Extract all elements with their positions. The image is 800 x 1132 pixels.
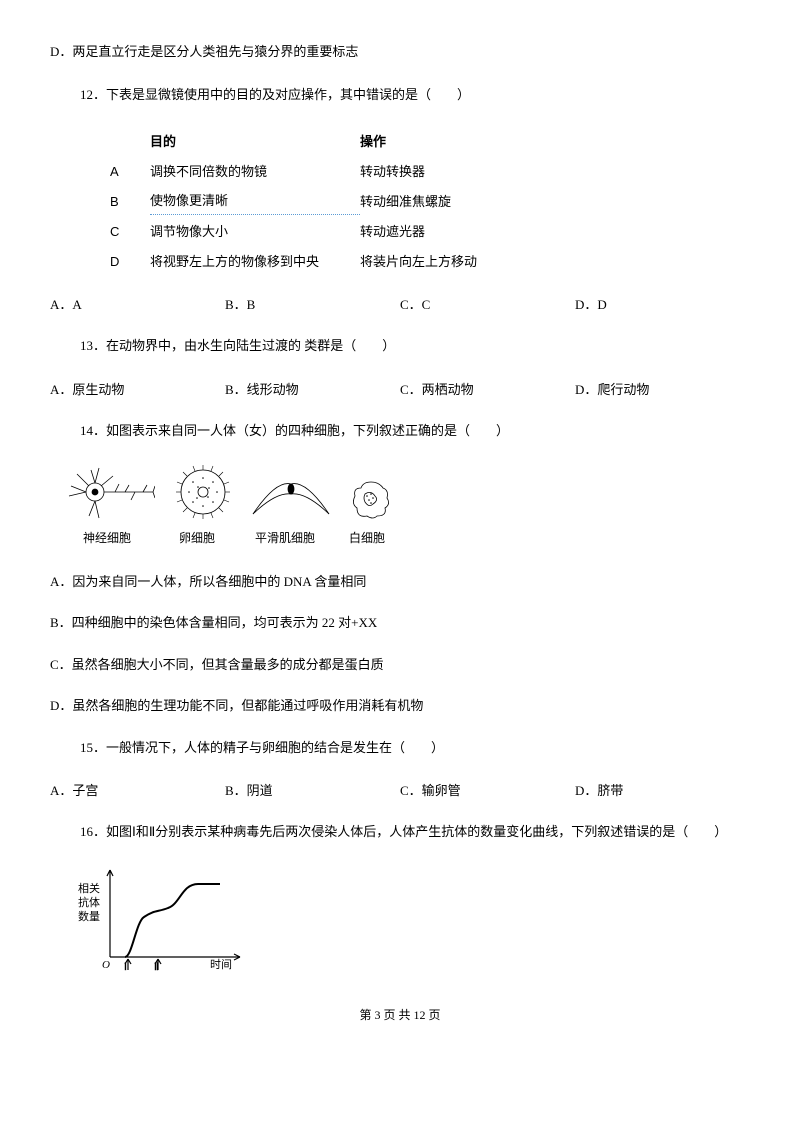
q13-options: A．原生动物 B．线形动物 C．两栖动物 D．爬行动物 — [50, 378, 750, 401]
row-purpose: 调换不同倍数的物镜 — [150, 160, 360, 183]
white-blood-cell-icon — [349, 478, 393, 522]
row-key: B — [110, 190, 150, 213]
q13-opt-c: C．两栖动物 — [400, 378, 575, 401]
label-wbc: 白细胞 — [345, 528, 389, 550]
q13-opt-b: B．线形动物 — [225, 378, 400, 401]
prev-option-d: D．两足直立行走是区分人类祖先与猿分界的重要标志 — [50, 40, 750, 63]
q12-row-a: A 调换不同倍数的物镜 转动转换器 — [110, 157, 750, 187]
label-neuron: 神经细胞 — [65, 528, 149, 550]
q15-opt-b: B．阴道 — [225, 779, 400, 802]
graph-origin: O — [102, 959, 110, 971]
q12-opt-d: D．D — [575, 293, 750, 316]
header-operation: 操作 — [360, 130, 560, 153]
q16-stem: 16．如图Ⅰ和Ⅱ分别表示某种病毒先后两次侵染人体后，人体产生抗体的数量变化曲线，… — [50, 820, 750, 843]
row-key: A — [110, 160, 150, 183]
q13-opt-a: A．原生动物 — [50, 378, 225, 401]
graph-marker-2: Ⅱ — [154, 962, 159, 972]
q13-opt-d: D．爬行动物 — [575, 378, 750, 401]
egg-cell-icon — [173, 462, 233, 522]
graph-ylabel-1: 相关 — [78, 881, 100, 895]
q14-stem: 14．如图表示来自同一人体（女）的四种细胞，下列叙述正确的是（ ） — [50, 419, 750, 442]
q16-graph: 相关 抗体 数量 O Ⅰ Ⅱ 时间 — [50, 862, 750, 979]
q14-opt-a: A．因为来自同一人体，所以各细胞中的 DNA 含量相同 — [50, 570, 750, 593]
q14-labels: 神经细胞 卵细胞 平滑肌细胞 白细胞 — [50, 528, 750, 550]
q14-opt-c: C．虽然各细胞大小不同，但其含量最多的成分都是蛋白质 — [50, 653, 750, 676]
smooth-muscle-cell-icon — [251, 472, 331, 522]
q12-opt-a: A．A — [50, 293, 225, 316]
q13-stem: 13．在动物界中，由水生向陆生过渡的 类群是（ ） — [50, 334, 750, 357]
q15-options: A．子宫 B．阴道 C．输卵管 D．脐带 — [50, 779, 750, 802]
row-purpose: 使物像更清晰 — [150, 189, 360, 215]
q12-options: A．A B．B C．C D．D — [50, 293, 750, 316]
q12-stem: 12．下表是显微镜使用中的目的及对应操作，其中错误的是（ ） — [50, 83, 750, 106]
q12-opt-c: C．C — [400, 293, 575, 316]
q14-opt-d: D．虽然各细胞的生理功能不同，但都能通过呼吸作用消耗有机物 — [50, 694, 750, 717]
q12-row-d: D 将视野左上方的物像移到中央 将装片向左上方移动 — [110, 247, 750, 277]
q12-row-c: C 调节物像大小 转动遮光器 — [110, 217, 750, 247]
row-purpose: 将视野左上方的物像移到中央 — [150, 250, 360, 273]
q15-stem: 15．一般情况下，人体的精子与卵细胞的结合是发生在（ ） — [50, 736, 750, 759]
graph-ylabel-2: 抗体 — [78, 895, 100, 909]
graph-ylabel-3: 数量 — [78, 910, 100, 923]
graph-xlabel: 时间 — [210, 958, 232, 971]
q14-figure — [50, 462, 750, 522]
row-purpose: 调节物像大小 — [150, 220, 360, 243]
q12-table-header: 目的 操作 — [110, 127, 750, 157]
neuron-cell-icon — [65, 462, 155, 522]
q15-opt-c: C．输卵管 — [400, 779, 575, 802]
row-operation: 转动转换器 — [360, 160, 560, 183]
q12-table: 目的 操作 A 调换不同倍数的物镜 转动转换器 B 使物像更清晰 转动细准焦螺旋… — [50, 127, 750, 277]
label-egg: 卵细胞 — [169, 528, 225, 550]
page-footer: 第 3 页 共 12 页 — [50, 1005, 750, 1027]
label-muscle: 平滑肌细胞 — [245, 528, 325, 550]
q14-opt-b: B．四种细胞中的染色体含量相同，均可表示为 22 对+XX — [50, 611, 750, 634]
row-key: D — [110, 250, 150, 273]
header-purpose: 目的 — [150, 130, 360, 153]
q15-opt-a: A．子宫 — [50, 779, 225, 802]
q15-opt-d: D．脐带 — [575, 779, 750, 802]
row-operation: 转动遮光器 — [360, 220, 560, 243]
row-key: C — [110, 220, 150, 243]
graph-marker-1: Ⅰ — [124, 962, 127, 972]
row-operation: 转动细准焦螺旋 — [360, 190, 560, 213]
q12-row-b: B 使物像更清晰 转动细准焦螺旋 — [110, 187, 750, 217]
q12-opt-b: B．B — [225, 293, 400, 316]
row-operation: 将装片向左上方移动 — [360, 250, 560, 273]
